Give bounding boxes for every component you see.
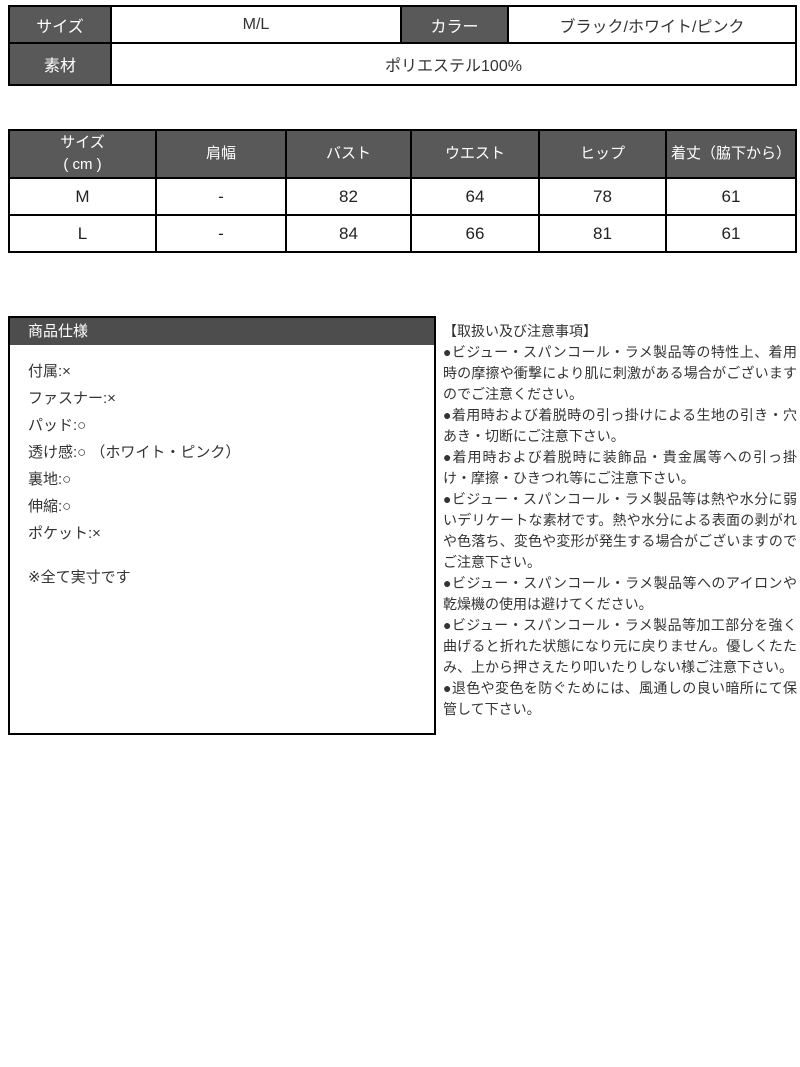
- spec-item-lining: 裏地:○: [28, 471, 72, 488]
- actual-measurement-note: ※全て実寸です: [28, 569, 131, 586]
- spec-item-stretch: 伸縮:○: [28, 498, 72, 515]
- cell-shoulder: -: [155, 214, 287, 253]
- cell-waist: 64: [410, 177, 540, 216]
- cell-length: 61: [665, 214, 797, 253]
- table-row: 素材 ポリエステル100%: [8, 42, 797, 86]
- product-spec-box: 商品仕様 付属:× ファスナー:× パッド:○ 透け感:○ （ホワイト・ピンク）…: [8, 316, 436, 735]
- size-label-cell: サイズ: [8, 5, 112, 44]
- table-header-row: サイズ ( cm ) 肩幅 バスト ウエスト ヒップ 着丈（脇下から）: [8, 129, 797, 179]
- spec-item-fastener: ファスナー:×: [28, 390, 116, 407]
- color-value-cell: ブラック/ホワイト/ピンク: [507, 5, 797, 44]
- col-header-size-line1: サイズ: [60, 133, 105, 151]
- spec-item-pocket: ポケット:×: [28, 525, 101, 542]
- handling-note-bullet: ●ビジュー・スパンコール・ラメ製品等は熱や水分に弱いデリケートな素材です。熱や水…: [443, 491, 797, 570]
- material-value-cell: ポリエステル100%: [110, 42, 797, 86]
- size-value-cell: M/L: [110, 5, 402, 44]
- handling-note-bullet: ●ビジュー・スパンコール・ラメ製品等の特性上、着用時の摩擦や衝撃により肌に刺激が…: [443, 344, 797, 402]
- cell-waist: 66: [410, 214, 540, 253]
- cell-length: 61: [665, 177, 797, 216]
- spec-item-pad: パッド:○: [28, 417, 87, 434]
- cell-shoulder: -: [155, 177, 287, 216]
- col-header-shoulder: 肩幅: [155, 129, 287, 179]
- spec-item-accessory: 付属:×: [28, 363, 71, 380]
- col-header-waist: ウエスト: [410, 129, 540, 179]
- handling-note-bullet: ●着用時および着脱時の引っ掛けによる生地の引き・穴あき・切断にご注意下さい。: [443, 407, 797, 444]
- handling-note-bullet: ●ビジュー・スパンコール・ラメ製品等へのアイロンや乾燥機の使用は避けてください。: [443, 575, 797, 612]
- material-label-cell: 素材: [8, 42, 112, 86]
- col-header-bust: バスト: [285, 129, 412, 179]
- color-label-cell: カラー: [400, 5, 509, 44]
- summary-table: サイズ M/L カラー ブラック/ホワイト/ピンク 素材 ポリエステル100%: [8, 5, 797, 86]
- cell-hip: 81: [538, 214, 667, 253]
- product-spec-title: 商品仕様: [10, 318, 434, 345]
- handling-notes-title: 【取扱い及び注意事項】: [443, 323, 597, 339]
- handling-note-bullet: ●着用時および着脱時に装飾品・貴金属等への引っ掛け・摩擦・ひきつれ等にご注意下さ…: [443, 449, 797, 486]
- table-row-size-l: L - 84 66 81 61: [8, 214, 797, 253]
- col-header-hip: ヒップ: [538, 129, 667, 179]
- handling-notes: 【取扱い及び注意事項】 ●ビジュー・スパンコール・ラメ製品等の特性上、着用時の摩…: [443, 321, 797, 720]
- cell-bust: 84: [285, 214, 412, 253]
- cell-hip: 78: [538, 177, 667, 216]
- table-row: サイズ M/L カラー ブラック/ホワイト/ピンク: [8, 5, 797, 44]
- handling-note-bullet: ●ビジュー・スパンコール・ラメ製品等加工部分を強く曲げると折れた状態になり元に戻…: [443, 617, 797, 675]
- col-header-length: 着丈（脇下から）: [665, 129, 797, 179]
- col-header-size: サイズ ( cm ): [8, 129, 157, 179]
- table-row-size-m: M - 82 64 78 61: [8, 177, 797, 216]
- product-spec-list: 付属:× ファスナー:× パッド:○ 透け感:○ （ホワイト・ピンク） 裏地:○…: [10, 345, 434, 547]
- col-header-size-line2: ( cm ): [63, 156, 102, 173]
- cell-bust: 82: [285, 177, 412, 216]
- spec-item-sheerness: 透け感:○ （ホワイト・ピンク）: [28, 444, 241, 461]
- measurements-table: サイズ ( cm ) 肩幅 バスト ウエスト ヒップ 着丈（脇下から） M - …: [8, 129, 797, 253]
- handling-note-bullet: ●退色や変色を防ぐためには、風通しの良い暗所にて保管して下さい。: [443, 680, 797, 717]
- cell-size: M: [8, 177, 157, 216]
- cell-size: L: [8, 214, 157, 253]
